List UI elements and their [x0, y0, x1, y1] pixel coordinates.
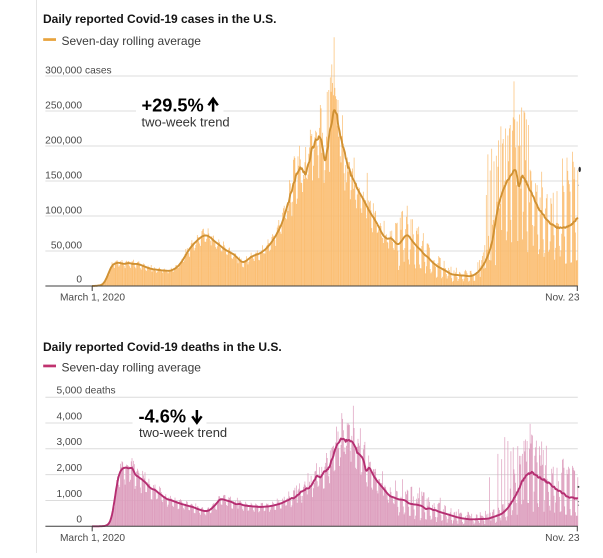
- svg-text:1,000: 1,000: [57, 489, 83, 500]
- svg-text:50,000: 50,000: [51, 240, 82, 251]
- svg-text:250,000: 250,000: [45, 100, 82, 111]
- svg-text:0: 0: [76, 515, 82, 526]
- svg-text:deaths: deaths: [85, 386, 116, 397]
- svg-text:0: 0: [76, 274, 82, 285]
- svg-text:two-week trend: two-week trend: [139, 425, 227, 440]
- svg-text:3,000: 3,000: [57, 437, 83, 448]
- svg-text:Nov. 23: Nov. 23: [545, 533, 580, 544]
- svg-text:cases: cases: [85, 65, 112, 76]
- svg-text:March 1, 2020: March 1, 2020: [60, 533, 125, 544]
- svg-text:Seven-day rolling average: Seven-day rolling average: [62, 361, 202, 375]
- svg-text:300,000: 300,000: [45, 65, 82, 76]
- svg-text:150,000: 150,000: [45, 170, 82, 181]
- svg-text:Seven-day rolling average: Seven-day rolling average: [62, 34, 202, 48]
- svg-text:5,000: 5,000: [57, 386, 83, 397]
- svg-text:2,000: 2,000: [57, 463, 83, 474]
- svg-text:100,000: 100,000: [45, 205, 82, 216]
- svg-text:two-week trend: two-week trend: [142, 114, 230, 129]
- svg-text:Nov. 23: Nov. 23: [545, 292, 580, 303]
- svg-text:+29.5%: +29.5%: [142, 96, 204, 116]
- svg-text:Daily reported Covid-19 deaths: Daily reported Covid-19 deaths in the U.…: [43, 340, 282, 354]
- svg-text:Daily reported Covid-19 cases: Daily reported Covid-19 cases in the U.S…: [43, 12, 276, 26]
- svg-text:-4.6%: -4.6%: [139, 406, 187, 426]
- svg-text:March 1, 2020: March 1, 2020: [60, 292, 125, 303]
- svg-text:4,000: 4,000: [57, 411, 83, 422]
- svg-text:200,000: 200,000: [45, 135, 82, 146]
